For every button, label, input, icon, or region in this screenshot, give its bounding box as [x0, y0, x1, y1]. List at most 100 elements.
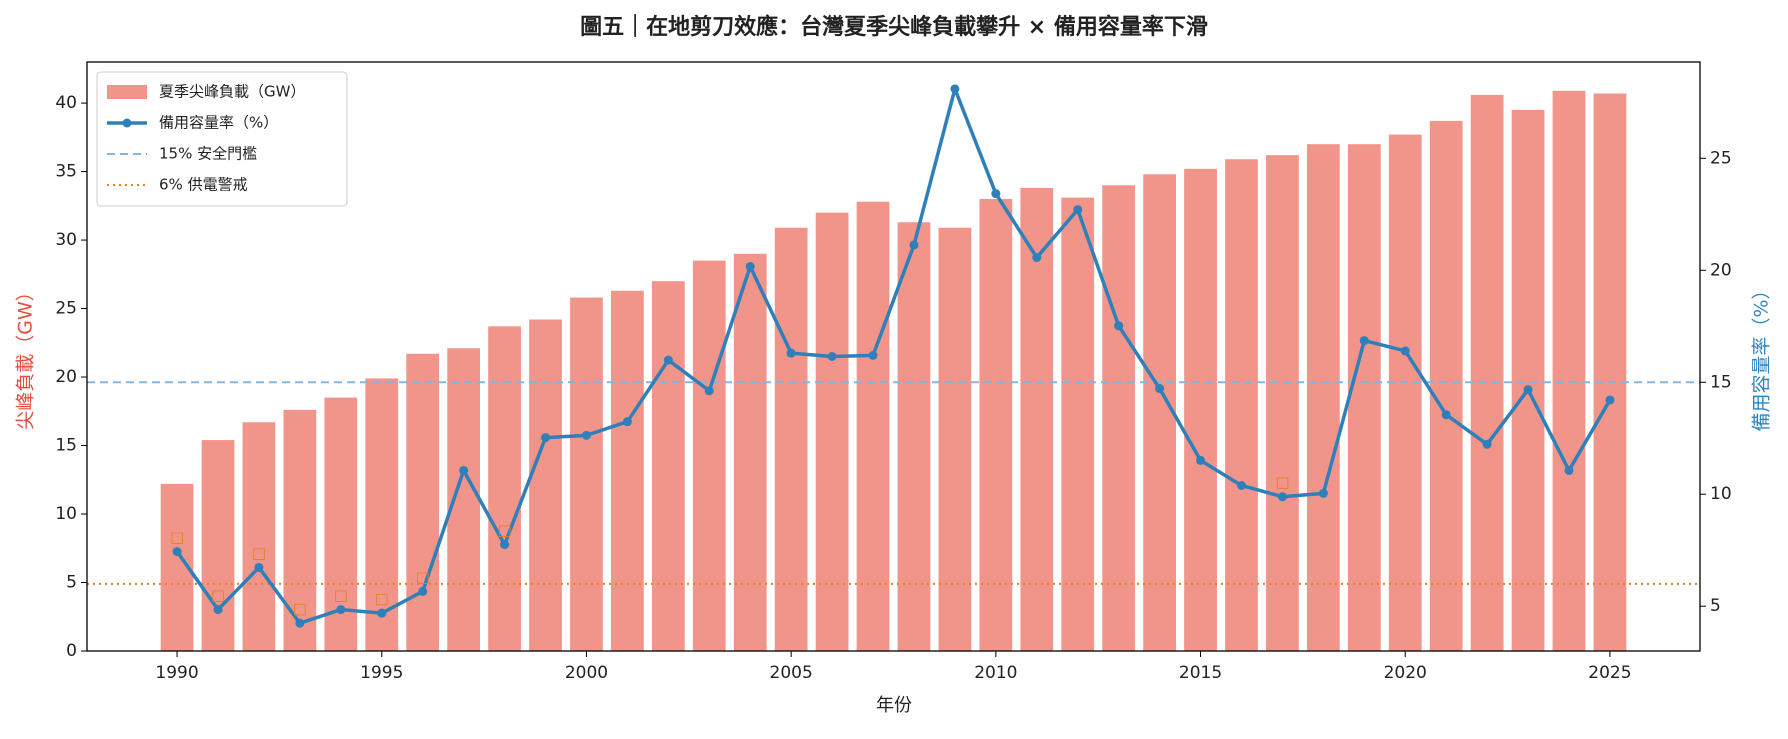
bar: [201, 440, 235, 651]
line-point: [1277, 492, 1287, 502]
y-tick-label: 35: [55, 162, 77, 182]
bar: [1184, 168, 1217, 651]
bar: [1429, 120, 1463, 651]
bar: [406, 353, 440, 651]
legend-box: [96, 71, 348, 207]
legend-label: 備用容量率（%）: [159, 114, 278, 132]
alert-marker: □: [497, 521, 511, 539]
x-tick-label: 1990: [155, 663, 198, 683]
alert-marker: □: [1275, 473, 1289, 491]
line-point: [1318, 488, 1328, 498]
y2-tick-label: 5: [1710, 596, 1721, 616]
line-point: [1196, 455, 1206, 465]
line-point: [950, 84, 960, 94]
line-point: [622, 417, 632, 427]
line-point: [254, 562, 264, 572]
x-axis-label: 年份: [876, 695, 912, 716]
legend-swatch-point: [122, 118, 132, 128]
y-tick-label: 0: [66, 641, 77, 661]
y2-tick-label: 10: [1710, 484, 1732, 504]
line-point: [172, 547, 182, 557]
line: [175, 87, 1612, 625]
bar: [242, 422, 276, 651]
line-point: [786, 348, 796, 358]
line-point: [1441, 410, 1451, 420]
line-point: [991, 189, 1001, 199]
y-tick-label: 5: [66, 573, 77, 593]
line-point: [704, 386, 714, 396]
line-point: [1155, 384, 1165, 394]
bar: [774, 227, 808, 651]
bar: [1102, 185, 1136, 652]
line-point: [295, 618, 305, 628]
bar: [529, 319, 562, 651]
line-point: [500, 540, 510, 550]
line-point: [1032, 253, 1042, 263]
x-tick-label: 2005: [770, 663, 813, 683]
bar: [1347, 144, 1381, 652]
bar: [1061, 197, 1095, 651]
line-point: [868, 350, 878, 360]
x-tick-label: 2025: [1588, 663, 1631, 683]
bar: [692, 260, 726, 651]
line-point: [1359, 336, 1369, 346]
line-point: [1236, 480, 1246, 490]
bar: [1552, 90, 1586, 651]
bar: [651, 281, 685, 651]
line-point: [1523, 385, 1533, 395]
bar: [1225, 159, 1258, 652]
chart-title: 圖五｜在地剪刀效應：台灣夏季尖峰負載攀升 × 備用容量率下滑: [580, 14, 1208, 40]
line-point: [1605, 395, 1615, 405]
line-point: [581, 430, 591, 440]
y2-tick-label: 20: [1710, 260, 1732, 280]
line-point: [1114, 321, 1124, 331]
line-point: [827, 352, 837, 361]
y2-tick-label: 25: [1710, 148, 1732, 168]
line-point: [459, 465, 469, 475]
line-point: [1400, 346, 1410, 356]
alert-marker: □: [375, 590, 389, 608]
line-point: [1482, 439, 1492, 449]
line-point: [909, 240, 919, 250]
line-point: [213, 605, 223, 615]
legend-label: 15% 安全門檻: [159, 145, 257, 163]
y-tick-label: 15: [55, 436, 77, 456]
y2-tick-label: 15: [1710, 372, 1732, 392]
bar: [570, 297, 603, 651]
y-tick-label: 10: [55, 504, 77, 524]
bar: [897, 222, 931, 651]
y-tick-label: 40: [55, 93, 77, 113]
line-point: [1073, 205, 1083, 215]
y-tick-label: 20: [55, 367, 77, 387]
y-axis-label: 尖峰負載（GW）: [15, 282, 37, 430]
legend-swatch: [107, 85, 147, 99]
alert-marker: □: [334, 586, 348, 604]
plot-frame: [86, 61, 1701, 652]
bar: [1470, 94, 1504, 652]
bar: [856, 201, 890, 651]
alert-marker: □: [416, 568, 430, 586]
y-tick-label: 25: [55, 299, 77, 319]
line-point: [418, 586, 428, 596]
alert-marker: □: [252, 544, 266, 562]
line-point: [745, 261, 755, 271]
x-tick-label: 1995: [360, 663, 403, 683]
x-tick-label: 2000: [565, 663, 608, 683]
legend-label: 6% 供電警戒: [159, 176, 248, 194]
line-point: [541, 433, 551, 443]
alert-marker: □: [211, 586, 225, 604]
x-tick-label: 2020: [1384, 663, 1427, 683]
bar: [1143, 174, 1176, 651]
x-tick-label: 2015: [1179, 663, 1222, 683]
bar: [1266, 155, 1299, 652]
line-point: [377, 608, 387, 618]
bar: [938, 227, 972, 651]
bar: [611, 290, 644, 651]
bar: [1593, 93, 1627, 652]
line-point: [336, 605, 346, 615]
line-point: [663, 355, 673, 365]
line-point: [1564, 465, 1574, 475]
bar: [1020, 188, 1054, 651]
alert-marker: □: [293, 600, 307, 618]
